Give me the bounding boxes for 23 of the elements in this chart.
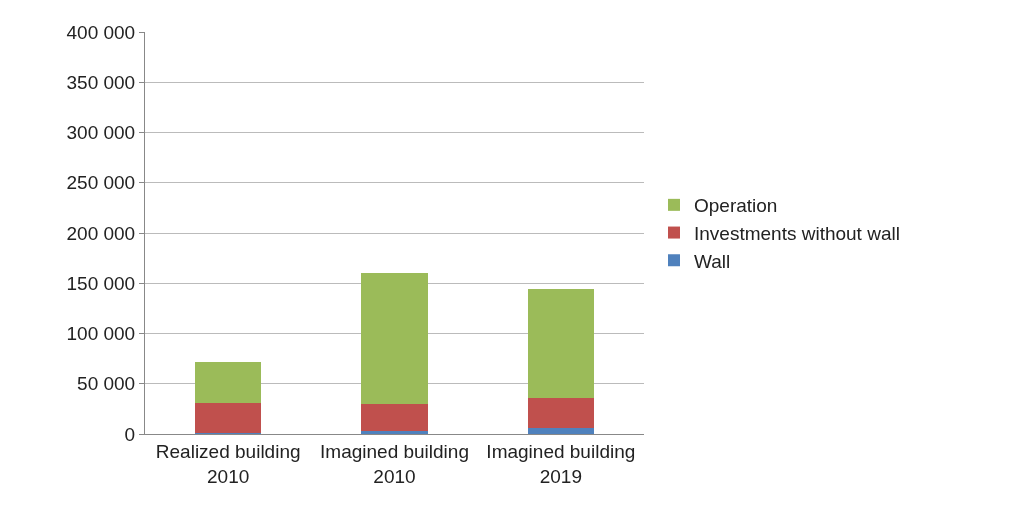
x-tick-label: Realized building 2010 <box>155 440 301 487</box>
bar <box>361 403 428 431</box>
y-tick-label: 50 000 <box>77 373 136 395</box>
legend-label: Investments without wall <box>693 222 900 244</box>
bar <box>194 402 262 433</box>
y-tick-label: 250 000 <box>66 172 136 194</box>
bar <box>361 430 428 434</box>
x-tick-label: Imagined building 2019 <box>486 440 636 487</box>
y-tick-label: 300 000 <box>66 122 136 144</box>
y-tick-label: 350 000 <box>66 71 136 93</box>
legend-label: Wall <box>693 250 731 272</box>
legend-label: Operation <box>693 195 778 217</box>
y-tick-label: 0 <box>124 423 136 445</box>
bar <box>527 427 595 434</box>
bar <box>527 397 595 428</box>
bar <box>361 273 428 404</box>
y-tick-label: 400 000 <box>66 21 136 43</box>
y-tick-label: 200 000 <box>66 222 136 244</box>
bar <box>194 361 262 403</box>
y-tick-label: 100 000 <box>66 323 136 345</box>
y-tick-label: 150 000 <box>66 272 136 294</box>
bar <box>527 289 595 398</box>
x-tick-label: Imagined building 2010 <box>320 440 469 487</box>
